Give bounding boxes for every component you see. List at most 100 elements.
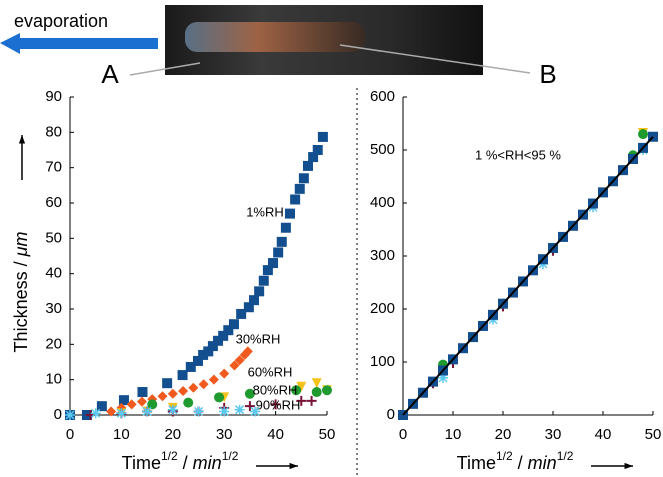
marker-square bbox=[302, 160, 313, 171]
marker-asterisk bbox=[142, 406, 153, 417]
marker-diamond bbox=[188, 382, 199, 393]
y-axis-label-part: Thickness / bbox=[11, 256, 31, 352]
label-arrowhead bbox=[18, 135, 26, 144]
marker-square bbox=[294, 183, 305, 194]
x-tick-label: 0 bbox=[399, 426, 407, 443]
x-axis-label-part: / bbox=[513, 453, 528, 473]
x-tick-label: 20 bbox=[495, 426, 512, 443]
marker-asterisk bbox=[65, 410, 75, 420]
marker-square bbox=[177, 370, 188, 381]
evaporation-arrow bbox=[0, 33, 158, 54]
marker-diamond bbox=[234, 355, 245, 366]
marker-square bbox=[262, 265, 273, 276]
y-tick-label: 0 bbox=[387, 406, 395, 423]
x-axis-label-part: 1/2 bbox=[222, 449, 239, 463]
x-tick-label: 40 bbox=[267, 426, 284, 443]
marker-square bbox=[137, 387, 148, 398]
x-axis-label-part: min bbox=[193, 453, 222, 473]
x-axis-label-part: min bbox=[528, 453, 557, 473]
y-tick-label: 50 bbox=[45, 229, 62, 246]
marker-circle bbox=[214, 392, 225, 403]
marker-square bbox=[276, 236, 287, 247]
photo-film bbox=[185, 22, 365, 52]
marker-square bbox=[249, 295, 260, 306]
x-axis-label-part: 1/2 bbox=[557, 449, 574, 463]
marker-diamond bbox=[229, 360, 240, 371]
x-tick-label: 50 bbox=[319, 426, 336, 443]
y-tick-label: 400 bbox=[370, 194, 395, 211]
x-tick-label: 30 bbox=[216, 426, 233, 443]
marker-diamond bbox=[219, 368, 230, 379]
y-tick-label: 70 bbox=[45, 159, 62, 176]
marker-diamond bbox=[198, 379, 209, 390]
x-tick-label: 0 bbox=[66, 426, 74, 443]
y-tick-label: 200 bbox=[370, 300, 395, 317]
marker-asterisk bbox=[219, 406, 230, 417]
marker-plus bbox=[244, 401, 255, 412]
marker-square bbox=[284, 208, 295, 219]
y-tick-label: 0 bbox=[54, 406, 62, 423]
marker-square bbox=[298, 173, 309, 184]
marker-square bbox=[236, 308, 247, 319]
marker-square bbox=[96, 401, 107, 412]
marker-square bbox=[118, 395, 129, 406]
panel-label: A bbox=[101, 59, 119, 89]
marker-square bbox=[258, 275, 269, 286]
marker-circle bbox=[244, 388, 255, 399]
marker-triangle bbox=[311, 378, 322, 389]
marker-square bbox=[192, 355, 203, 366]
series-label: 60%RH bbox=[248, 364, 293, 379]
y-tick-label: 20 bbox=[45, 335, 62, 352]
series-label: 1%RH bbox=[246, 204, 284, 219]
y-tick-label: 60 bbox=[45, 194, 62, 211]
marker-square bbox=[198, 349, 209, 360]
y-axis-label-part: μm bbox=[11, 232, 31, 258]
marker-diamond bbox=[242, 346, 253, 357]
x-tick-label: 20 bbox=[164, 426, 181, 443]
marker-circle bbox=[147, 399, 158, 410]
marker-square bbox=[228, 319, 239, 330]
y-axis-label: Thickness / μm bbox=[11, 232, 31, 353]
marker-asterisk bbox=[116, 408, 127, 419]
x-axis-label: Time1/2 / min1/2 bbox=[122, 449, 239, 473]
x-tick-label: 40 bbox=[595, 426, 612, 443]
y-tick-label: 100 bbox=[370, 353, 395, 370]
marker-square bbox=[290, 194, 301, 205]
marker-diamond bbox=[178, 385, 189, 396]
label-arrowhead bbox=[624, 462, 633, 470]
marker-asterisk bbox=[250, 406, 261, 417]
pointer-line bbox=[339, 44, 531, 74]
panel-label: B bbox=[539, 59, 556, 89]
x-tick-label: 30 bbox=[545, 426, 562, 443]
y-tick-label: 600 bbox=[370, 88, 395, 105]
marker-diamond bbox=[136, 396, 147, 407]
marker-square bbox=[254, 286, 265, 297]
series-label: 80%RH bbox=[253, 382, 298, 397]
pointer-line bbox=[129, 62, 201, 76]
marker-square bbox=[203, 346, 214, 357]
x-tick-label: 10 bbox=[445, 426, 462, 443]
y-tick-label: 90 bbox=[45, 88, 62, 105]
marker-square bbox=[218, 330, 229, 341]
annotation: 1 %<RH<95 % bbox=[475, 147, 561, 162]
evaporation-label: evaporation bbox=[14, 11, 108, 31]
x-axis-label-part: Time bbox=[122, 453, 161, 473]
marker-square bbox=[162, 378, 173, 389]
marker-triangle bbox=[296, 381, 307, 392]
marker-asterisk bbox=[234, 404, 245, 415]
marker-square bbox=[213, 335, 224, 346]
y-tick-label: 500 bbox=[370, 141, 395, 158]
marker-asterisk bbox=[193, 406, 204, 417]
x-axis-label-part: 1/2 bbox=[496, 449, 513, 463]
marker-asterisk bbox=[167, 404, 178, 415]
x-axis-label-part: 1/2 bbox=[161, 449, 178, 463]
marker-square bbox=[243, 302, 254, 313]
y-tick-label: 30 bbox=[45, 300, 62, 317]
marker-diamond bbox=[126, 399, 137, 410]
series-label: 30%RH bbox=[236, 331, 281, 346]
marker-circle bbox=[311, 387, 322, 398]
marker-plus bbox=[270, 399, 281, 410]
marker-diamond bbox=[167, 388, 178, 399]
y-tick-label: 300 bbox=[370, 247, 395, 264]
series-label: 90%RH bbox=[256, 397, 301, 412]
